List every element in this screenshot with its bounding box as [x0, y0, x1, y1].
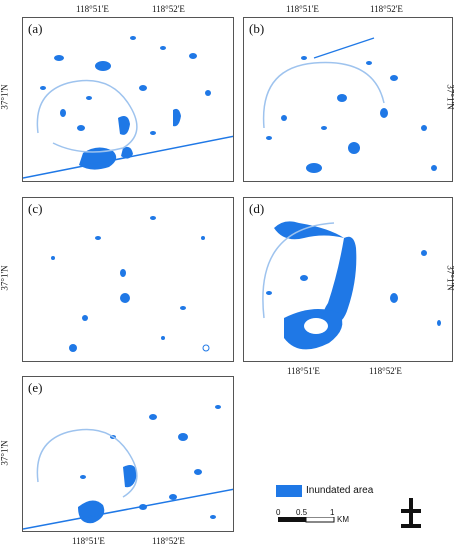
top-tick-label: 118°51'E	[286, 4, 319, 14]
inundation-map-e	[23, 405, 233, 530]
panel-label: (b)	[249, 21, 265, 36]
legend-label: Inundated area	[306, 485, 374, 496]
legend-swatch	[276, 485, 302, 497]
panel-label: (c)	[28, 201, 43, 216]
scale-tick-label: 1	[330, 508, 335, 517]
inundation-map-d	[262, 221, 441, 350]
left-tick-label: 37°1'N	[0, 440, 10, 466]
north-arrow-icon	[401, 498, 421, 528]
bottom-tick-label: 118°51'E	[72, 536, 105, 546]
panel-label: (d)	[249, 201, 265, 216]
bottom-tick-label: 118°52'E	[152, 536, 185, 546]
map-panel-d: (d)	[243, 197, 453, 362]
inundation-map-b	[262, 37, 437, 173]
top-tick-label: 118°52'E	[370, 4, 403, 14]
left-tick-label: 37°1'N	[0, 84, 10, 110]
inundation-map-c	[51, 216, 210, 352]
bottom-tick-label: 118°52'E	[369, 366, 402, 376]
right-tick-label: 37°1'N	[445, 265, 456, 291]
bottom-tick-label: 118°51'E	[287, 366, 320, 376]
scale-tick-label: 0.5	[296, 508, 308, 517]
top-tick-label: 118°52'E	[152, 4, 185, 14]
top-tick-label: 118°51'E	[76, 4, 109, 14]
map-panel-c: (c)	[22, 197, 234, 362]
panel-label: (e)	[28, 380, 43, 395]
scale-unit-label: KM	[337, 515, 349, 524]
inundation-map-a	[23, 36, 233, 179]
left-tick-label: 37°1'N	[0, 265, 10, 291]
map-panel-a: (a)	[22, 17, 234, 182]
panel-label: (a)	[28, 21, 43, 36]
scale-tick-label: 0	[276, 508, 281, 517]
scale-bar	[278, 517, 335, 523]
map-panel-b: (b)	[243, 17, 453, 182]
right-tick-label: 37°1'N	[445, 84, 456, 110]
map-panel-e: (e)	[22, 376, 234, 532]
